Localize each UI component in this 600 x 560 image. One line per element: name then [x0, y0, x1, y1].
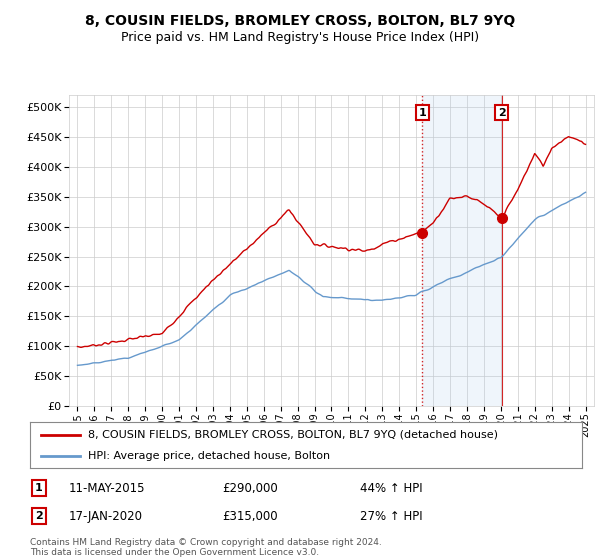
Text: HPI: Average price, detached house, Bolton: HPI: Average price, detached house, Bolt…	[88, 451, 330, 461]
Text: 27% ↑ HPI: 27% ↑ HPI	[360, 510, 422, 523]
Text: 1: 1	[418, 108, 426, 118]
Text: £315,000: £315,000	[222, 510, 278, 523]
Bar	[422, 95, 502, 406]
Text: 17-JAN-2020: 17-JAN-2020	[69, 510, 143, 523]
Text: Contains HM Land Registry data © Crown copyright and database right 2024.
This d: Contains HM Land Registry data © Crown c…	[30, 538, 382, 557]
Text: 44% ↑ HPI: 44% ↑ HPI	[360, 482, 422, 495]
Text: 11-MAY-2015: 11-MAY-2015	[69, 482, 146, 495]
Text: Price paid vs. HM Land Registry's House Price Index (HPI): Price paid vs. HM Land Registry's House …	[121, 31, 479, 44]
Text: 1: 1	[35, 483, 43, 493]
Text: 8, COUSIN FIELDS, BROMLEY CROSS, BOLTON, BL7 9YQ: 8, COUSIN FIELDS, BROMLEY CROSS, BOLTON,…	[85, 14, 515, 28]
Text: £290,000: £290,000	[222, 482, 278, 495]
Text: 2: 2	[498, 108, 506, 118]
Text: 2: 2	[35, 511, 43, 521]
Text: 8, COUSIN FIELDS, BROMLEY CROSS, BOLTON, BL7 9YQ (detached house): 8, COUSIN FIELDS, BROMLEY CROSS, BOLTON,…	[88, 430, 498, 440]
